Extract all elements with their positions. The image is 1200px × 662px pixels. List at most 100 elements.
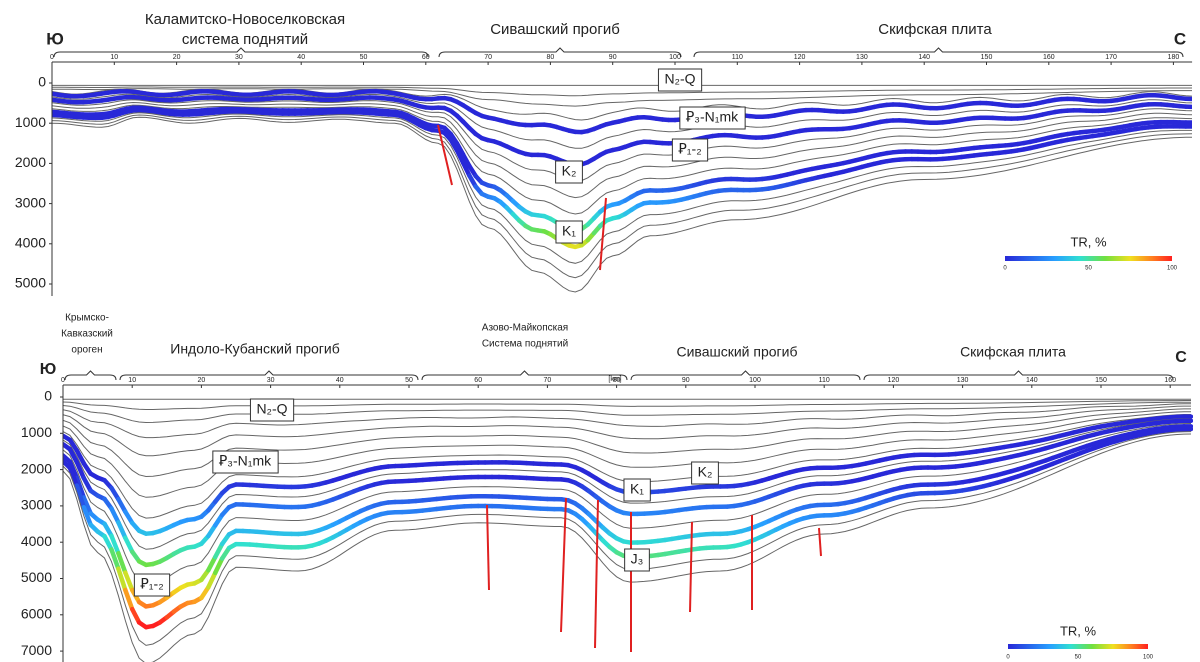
horizon [63, 423, 1192, 587]
direction-north: С [1175, 349, 1187, 366]
legend-tick-label: 0 [1003, 266, 1007, 272]
horizon [52, 93, 1192, 149]
horizon [52, 88, 1192, 107]
horizon [63, 408, 1191, 478]
layer-label-box [249, 398, 295, 422]
legend-title: TR, % [1070, 234, 1107, 249]
fault [818, 527, 822, 557]
depth-tick-label: 0 [44, 388, 52, 404]
region-bracket [421, 370, 628, 381]
region-label: Скифская плита [960, 344, 1066, 360]
fault [594, 499, 599, 649]
horizon [52, 101, 1192, 199]
horizon [63, 405, 1191, 457]
tr-horizon [123, 570, 135, 593]
x-tick-label: 110 [732, 54, 743, 61]
legend-title: TR, % [1060, 623, 1097, 638]
tr-horizon [116, 566, 128, 593]
depth-tick-label: 4000 [21, 533, 52, 549]
layer-label-box [657, 68, 703, 92]
horizon [52, 104, 1192, 215]
x-tick-label: 130 [856, 54, 868, 61]
horizon [63, 433, 1192, 662]
region-label: система поднятий [182, 31, 308, 48]
layer-label: Ꝑ₃-N₁mk [686, 109, 739, 125]
tr-horizon [81, 495, 93, 516]
legend-tick-label: 0 [1006, 655, 1010, 661]
region-label: Кавказский [61, 329, 113, 340]
tr-horizon [454, 148, 466, 166]
region-label: Крымско- [65, 313, 109, 324]
x-tick-label: 140 [918, 54, 930, 61]
x-tick-label: 160 [1043, 54, 1055, 61]
tr-horizon [74, 483, 87, 510]
x-tick-label: 180 [1168, 54, 1180, 61]
x-tick-label: 30 [235, 54, 243, 61]
tr-horizon [102, 521, 114, 539]
legend-tick-label: 50 [1075, 655, 1082, 661]
tr-horizon [116, 520, 128, 540]
tr-horizon [212, 541, 225, 560]
x-tick-label: 80 [613, 377, 621, 384]
region-bracket [438, 47, 682, 58]
layer-label-box [555, 160, 583, 184]
layer-label-box [555, 220, 583, 244]
x-tick-label: 140 [1026, 377, 1038, 384]
x-tick-label: 20 [173, 54, 181, 61]
region-label: ороген [71, 345, 102, 356]
layer-label-box [624, 548, 650, 572]
x-tick-label: 40 [336, 377, 344, 384]
x-tick-label: 150 [981, 54, 993, 61]
depth-tick-label: 1000 [15, 114, 46, 130]
depth-tick-label: 1000 [21, 424, 52, 440]
tr-horizon [67, 459, 80, 480]
region-bracket [53, 47, 429, 58]
tr-horizon [81, 475, 93, 493]
x-tick-label: 10 [110, 54, 118, 61]
depth-tick-label: 4000 [15, 235, 46, 251]
tr-horizon [81, 504, 93, 528]
x-tick-label: 170 [1105, 54, 1117, 61]
layer-label: Ꝑ₁-₂ [140, 576, 163, 592]
tr-horizon [74, 475, 87, 500]
depth-tick-label: 3000 [21, 497, 52, 513]
horizon [63, 403, 1191, 439]
region-label: Сивашский прогиб [490, 21, 620, 38]
legend-tick-label: 50 [1085, 266, 1092, 272]
tr-horizon [129, 606, 142, 625]
x-tick-label: 70 [544, 377, 552, 384]
region-label: Индоло-Кубанский прогиб [170, 341, 340, 357]
x-tick-label: 100 [669, 54, 681, 61]
tr-horizon [116, 496, 128, 514]
top-horizons [52, 84, 1192, 293]
layer-label: N₂-Q [664, 71, 695, 87]
fault [599, 197, 607, 271]
layer-label: K₂ [698, 464, 713, 480]
depth-tick-label: 6000 [21, 606, 52, 622]
region-label: Система поднятий [482, 339, 568, 350]
tr-horizon [116, 550, 128, 575]
x-tick-label: 130 [957, 377, 969, 384]
legend-tick-label: 100 [1143, 655, 1154, 661]
legend-tick-label: 100 [1167, 266, 1178, 272]
tr-horizon [109, 547, 121, 571]
region-label: Каламитско-Новоселковская [145, 11, 345, 28]
x-tick-label: 80 [547, 54, 555, 61]
x-tick-label: 90 [682, 377, 690, 384]
horizon [52, 114, 1192, 279]
depth-tick-label: 7000 [21, 642, 52, 658]
layer-label-box [623, 478, 651, 502]
region-bracket [693, 47, 1184, 58]
bottom-horizons [63, 398, 1193, 662]
x-tick-label: 20 [198, 377, 206, 384]
tr-horizon [102, 533, 114, 552]
region-label: Азово-Майкопская [482, 323, 568, 334]
depth-tick-label: 2000 [21, 460, 52, 476]
x-tick-label: 120 [888, 377, 900, 384]
x-tick-label: 50 [360, 54, 368, 61]
horizon [52, 112, 1192, 264]
direction-south: Ю [40, 361, 57, 378]
fault [560, 497, 567, 633]
direction-south: Ю [46, 29, 64, 48]
x-tick-label: 10 [128, 377, 136, 384]
